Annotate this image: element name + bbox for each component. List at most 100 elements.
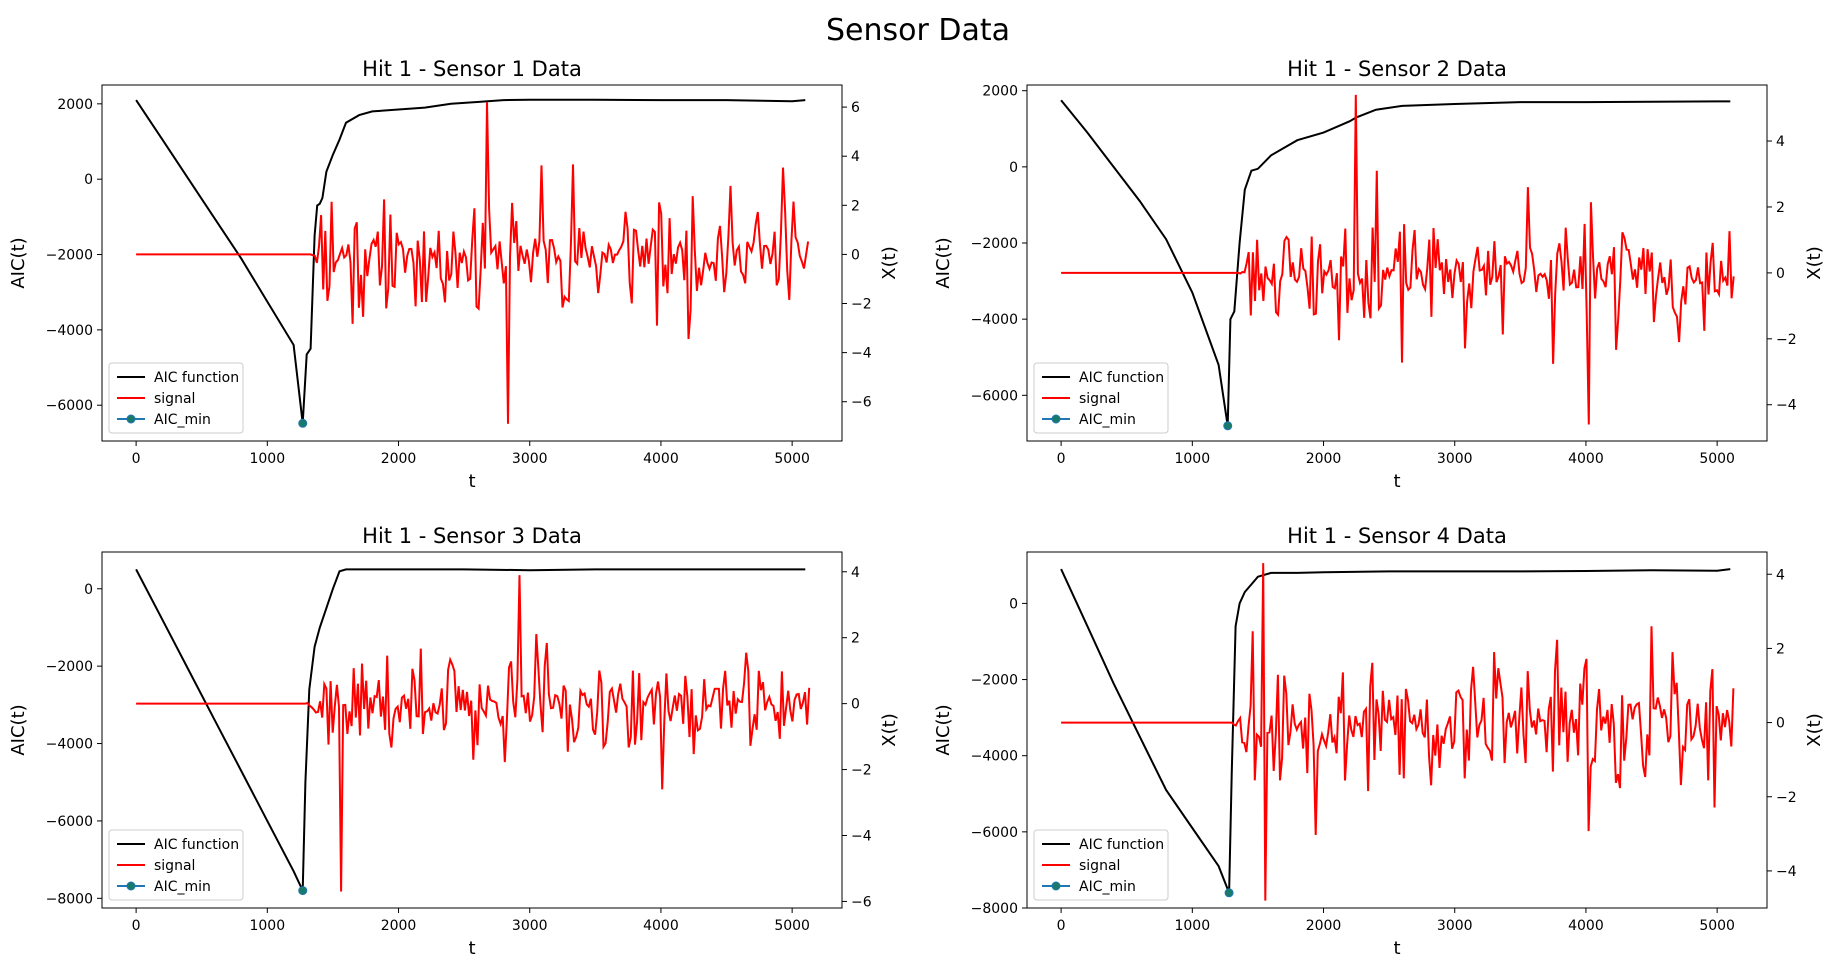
x-tick-label: 5000	[774, 451, 810, 467]
y-tick-label: −2000	[971, 236, 1018, 252]
subplot-sensor-1: Hit 1 - Sensor 1 Data 0 1000 2000 3000 4000 50…	[8, 57, 900, 492]
aic-min-marker	[1223, 421, 1233, 431]
legend-marker	[126, 414, 136, 424]
y2-tick-label: 4	[1776, 134, 1785, 150]
y2-tick-label: 2	[851, 631, 860, 647]
y-tick-label: −4000	[46, 737, 93, 753]
y-tick-label: −6000	[971, 825, 1018, 841]
legend-signal: signal	[117, 858, 195, 874]
axes-frame	[1026, 84, 1768, 442]
y2-tick-label: 6	[851, 100, 860, 116]
y2-tick-label: −4	[851, 828, 872, 844]
legend-label: signal	[1079, 391, 1120, 407]
plot-area	[135, 98, 810, 424]
y2-tick-label: 4	[851, 565, 860, 581]
x-tick-label: 2000	[381, 918, 417, 934]
legend-aic-function: AIC function	[117, 837, 239, 853]
y-tick-label: −6000	[46, 814, 93, 830]
legend-aic-min: AIC_min	[117, 879, 211, 895]
legend-aic-function: AIC function	[1042, 837, 1164, 853]
y2-tick-label: −6	[851, 395, 872, 411]
x-tick-label: 5000	[1699, 451, 1735, 467]
y-axis-label: AIC(t)	[933, 704, 954, 755]
subplot-sensor-3: Hit 1 - Sensor 3 Data 0 1000 2000 3000 4000 50…	[8, 524, 900, 959]
aic-function-line	[135, 98, 806, 424]
x-tick-label: 2000	[381, 451, 417, 467]
legend-signal: signal	[1042, 391, 1120, 407]
x-axis-label: t	[1393, 471, 1400, 492]
subplot-title: Hit 1 - Sensor 1 Data	[362, 57, 582, 81]
x-tick-label: 3000	[512, 451, 548, 467]
legend-label: AIC_min	[1079, 879, 1136, 895]
y2-tick-label: −4	[1776, 864, 1797, 880]
subplot-title: Hit 1 - Sensor 2 Data	[1287, 57, 1507, 81]
x-tick-label: 3000	[1437, 451, 1473, 467]
legend-signal: signal	[117, 391, 195, 407]
x-tick-label: 2000	[1306, 918, 1342, 934]
legend-label: AIC_min	[154, 412, 211, 428]
plot-area	[1060, 94, 1735, 426]
axes-frame	[101, 84, 843, 442]
y2-tick-label: 0	[851, 247, 860, 263]
y2-axis-label: X(t)	[1804, 713, 1825, 746]
x-tick-label: 1000	[249, 918, 285, 934]
y-tick-label: −8000	[971, 901, 1018, 917]
y-tick-label: −4000	[46, 323, 93, 339]
legend: AIC function signal AIC_min	[1033, 362, 1169, 434]
legend-aic-min: AIC_min	[1042, 412, 1136, 428]
y2-tick-label: 2	[851, 198, 860, 214]
y2-axis-label: X(t)	[1804, 246, 1825, 279]
x-tick-label: 4000	[1568, 451, 1604, 467]
x-tick-label: 4000	[643, 451, 679, 467]
y2-axis-label: X(t)	[879, 246, 900, 279]
legend-label: signal	[1079, 858, 1120, 874]
y2-tick-label: 4	[851, 149, 860, 165]
signal-line	[1061, 94, 1735, 425]
y2-tick-label: −4	[1776, 398, 1797, 414]
legend-aic-min: AIC_min	[117, 412, 211, 428]
legend-marker	[1051, 881, 1061, 891]
y-tick-label: 0	[1009, 160, 1018, 176]
legend-label: AIC_min	[154, 879, 211, 895]
subplot-sensor-2: Hit 1 - Sensor 2 Data 0 1000 2000 3000 4000 50…	[933, 57, 1825, 492]
legend-aic-min: AIC_min	[1042, 879, 1136, 895]
x-axis-label: t	[1393, 938, 1400, 959]
x-tick-label: 1000	[1174, 918, 1210, 934]
y-tick-label: −8000	[46, 891, 93, 907]
y-tick-label: −2000	[46, 248, 93, 264]
x-tick-label: 2000	[1306, 451, 1342, 467]
x-tick-label: 1000	[1174, 451, 1210, 467]
legend: AIC function signal AIC_min	[1033, 829, 1169, 901]
plot-area	[135, 568, 811, 892]
y-tick-label: −2000	[46, 659, 93, 675]
y2-tick-label: 0	[1776, 266, 1785, 282]
legend-aic-function: AIC function	[1042, 370, 1164, 386]
y-tick-label: 0	[84, 582, 93, 598]
x-tick-label: 0	[1057, 918, 1066, 934]
y-tick-label: 2000	[57, 97, 93, 113]
x-axis-label: t	[468, 471, 475, 492]
subplot-title: Hit 1 - Sensor 4 Data	[1287, 524, 1507, 548]
y2-tick-label: −6	[851, 894, 872, 910]
x-tick-label: 0	[1057, 451, 1066, 467]
x-tick-label: 1000	[249, 451, 285, 467]
legend-label: AIC function	[154, 837, 239, 853]
y-tick-label: −4000	[971, 749, 1018, 765]
legend-label: AIC function	[154, 370, 239, 386]
signal-line	[136, 575, 811, 892]
signal-line	[136, 102, 810, 424]
y2-tick-label: 0	[851, 697, 860, 713]
aic-min-marker	[298, 418, 308, 428]
y2-tick-label: −2	[851, 763, 872, 779]
y2-tick-label: −4	[851, 346, 872, 362]
axes-frame	[1026, 551, 1768, 909]
y-tick-label: −4000	[971, 312, 1018, 328]
y2-tick-label: 0	[1776, 716, 1785, 732]
y2-tick-label: 2	[1776, 641, 1785, 657]
aic-function-line	[135, 568, 806, 892]
x-tick-label: 0	[132, 451, 141, 467]
plot-area	[1060, 563, 1735, 901]
y2-tick-label: 2	[1776, 200, 1785, 216]
